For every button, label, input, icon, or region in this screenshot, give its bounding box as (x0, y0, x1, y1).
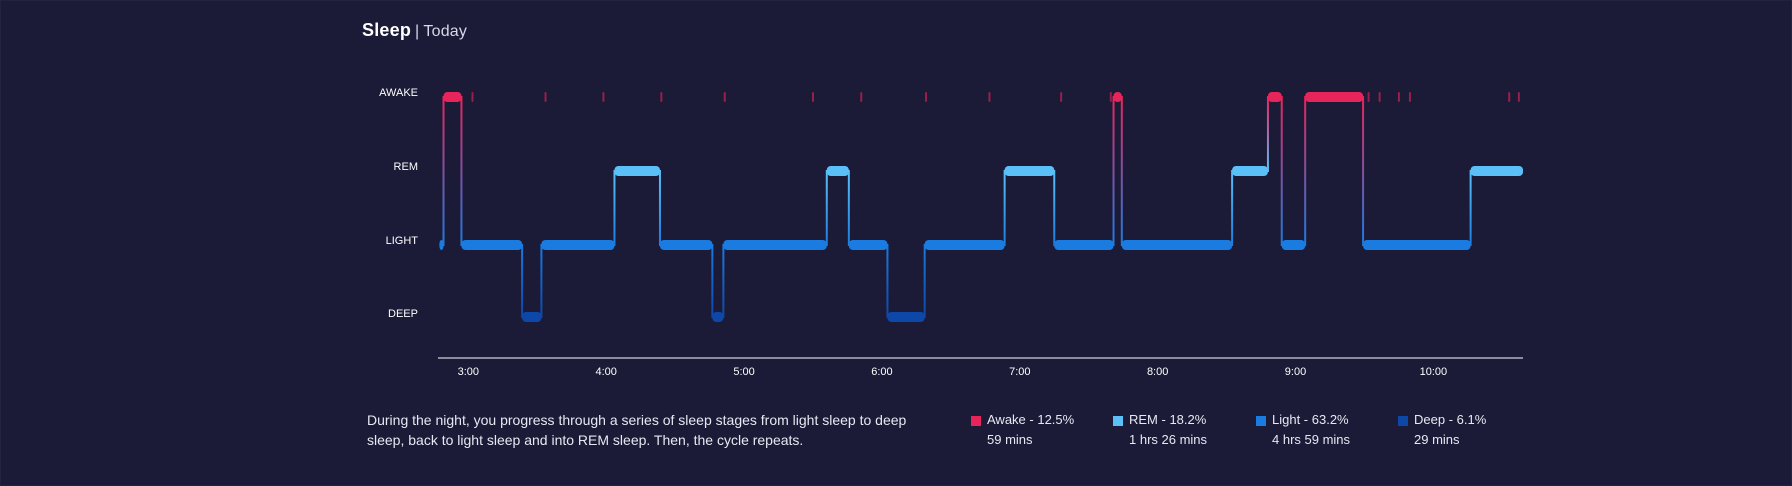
description-text: During the night, you progress through a… (367, 412, 907, 448)
x-tick-label: 9:00 (1285, 366, 1306, 378)
x-tick-label: 4:00 (595, 366, 616, 378)
legend-swatch-deep (1398, 416, 1408, 426)
stage-transition (923, 244, 926, 318)
y-label-deep: DEEP (388, 308, 418, 320)
legend-label-rem: REM - 18.2% (1129, 412, 1207, 427)
stage-segment-deep (522, 312, 542, 322)
brief-awakening-mark (925, 92, 928, 102)
brief-awakening-mark (1109, 92, 1112, 102)
legend-swatch-rem (1113, 416, 1123, 426)
stage-segment-rem (826, 166, 849, 176)
x-axis-labels: 3:00 4:00 5:00 6:00 7:00 8:00 9:00 10:00 (458, 366, 1448, 378)
brief-awakening-mark (1517, 92, 1520, 102)
x-tick-label: 3:00 (458, 366, 479, 378)
stage-transition (722, 244, 725, 318)
stage-transitions (442, 96, 1472, 318)
title-separator: | (415, 23, 420, 40)
stage-transition (1003, 170, 1006, 246)
stage-transition (521, 244, 524, 318)
stage-segment-awake (443, 92, 462, 102)
x-tick-label: 7:00 (1009, 366, 1030, 378)
stage-transition (1469, 170, 1472, 246)
brief-awakening-mark (660, 92, 663, 102)
y-label-awake: AWAKE (379, 87, 418, 99)
stage-transition (847, 170, 850, 246)
brief-awakening-mark (1508, 92, 1511, 102)
legend-swatch-awake (971, 416, 981, 426)
stage-segment-awake (1305, 92, 1364, 102)
stage-transition (658, 170, 661, 246)
stage-segment-light (541, 240, 615, 250)
x-tick-label: 10:00 (1420, 366, 1448, 378)
stage-segment-light (461, 240, 523, 250)
stage-segment-rem (614, 166, 660, 176)
stage-segment-light (924, 240, 1005, 250)
brief-awakening-mark (860, 92, 863, 102)
title-main: Sleep (362, 20, 412, 40)
stage-segment-rem (1004, 166, 1055, 176)
stage-segment-light (848, 240, 888, 250)
y-label-rem: REM (394, 161, 418, 173)
legend-duration-awake: 59 mins (987, 432, 1033, 447)
legend-label-deep: Deep - 6.1% (1414, 412, 1487, 427)
legend-label-awake: Awake - 12.5% (987, 412, 1075, 427)
legend-swatch-light (1256, 416, 1266, 426)
brief-awakening-mark (471, 92, 474, 102)
brief-awakening-mark (602, 92, 605, 102)
stage-transition (711, 244, 714, 318)
stage-transition (1120, 96, 1123, 246)
stage-segment-light (723, 240, 827, 250)
stage-segment-deep (887, 312, 925, 322)
legend-duration-light: 4 hrs 59 mins (1272, 432, 1351, 447)
stage-segment-awake (1113, 92, 1122, 102)
legend-label-light: Light - 63.2% (1272, 412, 1349, 427)
stage-transition (825, 170, 828, 246)
brief-awakening-mark (988, 92, 991, 102)
stage-transition (886, 244, 889, 318)
stage-transition (1304, 96, 1307, 246)
brief-awakening-mark (544, 92, 547, 102)
stage-segment-light (1281, 240, 1306, 250)
brief-awakening-mark (723, 92, 726, 102)
stage-segment-awake (1267, 92, 1282, 102)
stage-transition (460, 96, 463, 246)
legend-duration-rem: 1 hrs 26 mins (1129, 432, 1208, 447)
stage-transition (540, 244, 543, 318)
stage-segment-light (659, 240, 713, 250)
x-tick-label: 5:00 (733, 366, 754, 378)
brief-awakening-mark (1378, 92, 1381, 102)
brief-awakening-mark (1367, 92, 1370, 102)
brief-awakenings (471, 92, 1520, 102)
stage-transition (442, 96, 445, 246)
page-title: Sleep | Today (362, 20, 467, 41)
stage-transition (1280, 96, 1283, 246)
legend-duration-deep: 29 mins (1414, 432, 1460, 447)
title-subtitle: Today (423, 23, 468, 40)
stage-segment-light (439, 240, 444, 250)
stage-transition (1362, 96, 1365, 246)
stage-segment-rem (1470, 166, 1523, 176)
stage-transition (1112, 96, 1115, 246)
stage-transition (1053, 170, 1056, 246)
stage-bands (439, 92, 1523, 322)
stage-segment-light (1363, 240, 1471, 250)
stage-transition (1266, 96, 1269, 172)
x-tick-label: 8:00 (1147, 366, 1168, 378)
brief-awakening-mark (1060, 92, 1063, 102)
y-axis-labels: AWAKE REM LIGHT DEEP (379, 87, 418, 320)
brief-awakening-mark (1408, 92, 1411, 102)
stage-segment-deep (712, 312, 724, 322)
stage-segment-light (1121, 240, 1233, 250)
stage-segment-light (1054, 240, 1114, 250)
stage-segment-rem (1232, 166, 1268, 176)
y-label-light: LIGHT (386, 235, 419, 247)
brief-awakening-mark (1397, 92, 1400, 102)
stage-transition (613, 170, 616, 246)
brief-awakening-mark (811, 92, 814, 102)
x-tick-label: 6:00 (871, 366, 892, 378)
stage-transition (1231, 170, 1234, 246)
sleep-stage-chart: AWAKE REM LIGHT DEEP 3:00 4:00 5:00 6:00 7:00 8:… (379, 87, 1523, 378)
